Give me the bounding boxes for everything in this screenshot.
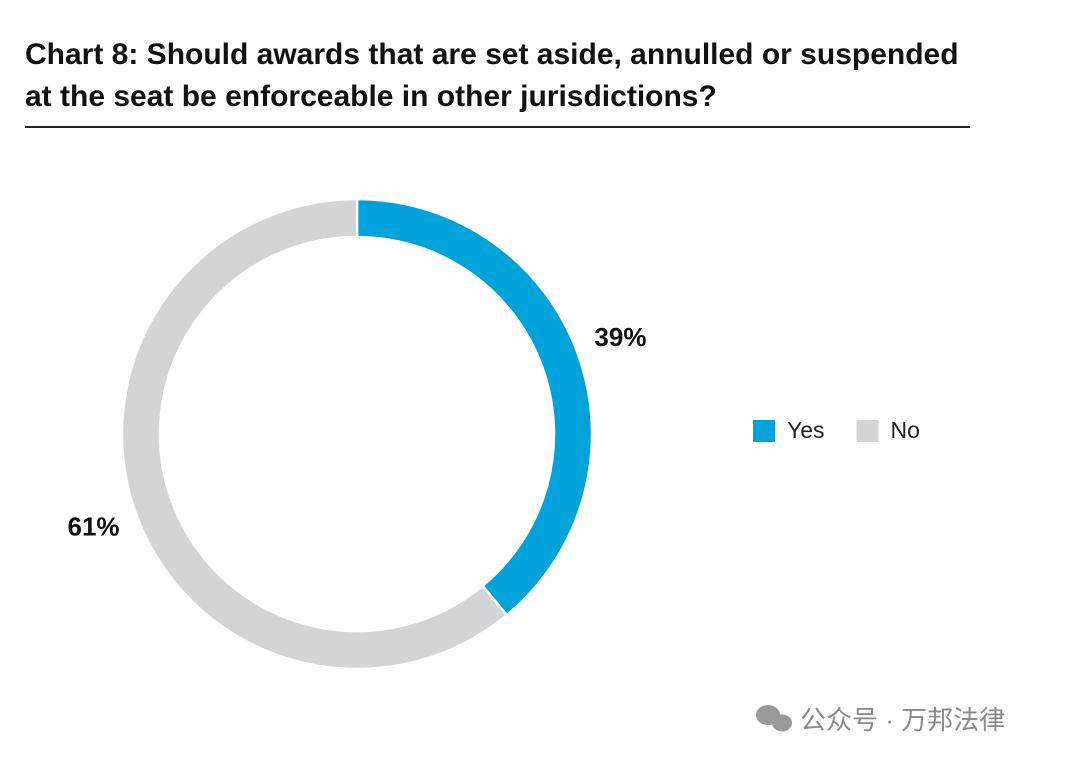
title-rule bbox=[25, 126, 970, 128]
watermark-icon bbox=[756, 705, 792, 732]
value-label: 61% bbox=[68, 512, 120, 542]
legend-swatch bbox=[856, 420, 879, 442]
slice bbox=[355, 197, 594, 617]
legend-label: Yes bbox=[787, 417, 825, 443]
value-label: 39% bbox=[594, 322, 646, 352]
legend-swatch bbox=[753, 420, 775, 442]
slice bbox=[120, 197, 509, 671]
chart-title: Chart 8: Should awards that are set asid… bbox=[25, 38, 959, 113]
watermark: 公众号 · 万邦法律 bbox=[800, 705, 1006, 735]
legend-label: No bbox=[891, 417, 920, 443]
